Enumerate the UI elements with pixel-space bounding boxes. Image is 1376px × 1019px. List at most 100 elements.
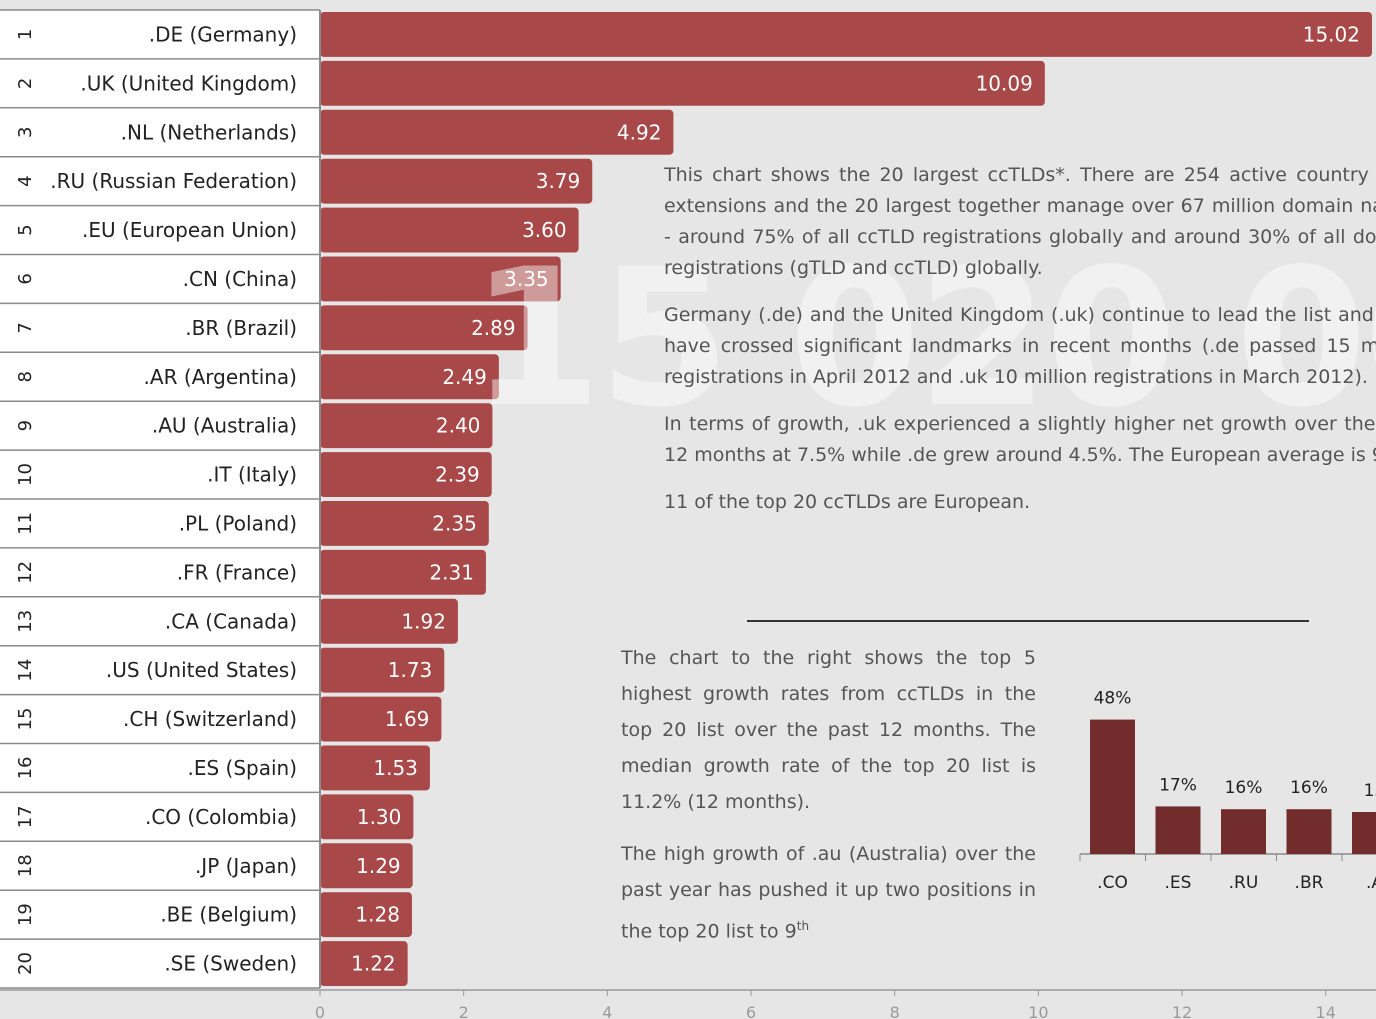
- watermark-text: 15 020 00: [470, 228, 1376, 449]
- rank-label: 15: [15, 708, 36, 731]
- growth-value-label: 48%: [1094, 689, 1132, 709]
- bar-value-label: 3.35: [504, 267, 549, 291]
- bar-value-label: 2.39: [435, 463, 480, 487]
- bar-value-label: 3.60: [522, 218, 567, 242]
- data-bar: [320, 501, 489, 546]
- category-label: .AR (Argentina): [144, 365, 297, 389]
- rank-label: 1: [15, 29, 36, 40]
- chart-description: This chart shows the 20 largest ccTLDs*.…: [664, 160, 1376, 534]
- rank-label: 14: [15, 659, 36, 682]
- x-tick-label: 14: [1316, 1003, 1336, 1019]
- growth-value-label: 17%: [1159, 775, 1197, 795]
- category-label: .FR (France): [177, 560, 297, 584]
- growth-bar: [1090, 719, 1135, 854]
- category-label: .CN (China): [183, 267, 297, 291]
- bar-value-label: 3.79: [536, 169, 581, 193]
- rank-label: 4: [15, 175, 36, 186]
- ordinal-suffix: th: [796, 919, 810, 933]
- growth-paragraph-1: The chart to the right shows the top 5 h…: [621, 647, 1036, 813]
- description-paragraph-2: Germany (.de) and the United Kingdom (.u…: [664, 304, 1376, 388]
- category-label: .CO (Colombia): [145, 805, 297, 829]
- data-bar: [320, 647, 445, 693]
- data-bar: [320, 696, 442, 742]
- rank-label: 5: [15, 224, 36, 235]
- category-label: .CH (Switzerland): [123, 707, 297, 731]
- bar-value-label: 1.28: [355, 903, 400, 927]
- data-bar: [320, 892, 412, 938]
- category-label: .IT (Italy): [207, 463, 297, 487]
- x-tick-label: 8: [890, 1003, 900, 1019]
- category-label: .JP (Japan): [195, 854, 297, 878]
- section-divider: [747, 620, 1309, 622]
- growth-category-label: .CO: [1097, 873, 1128, 893]
- category-label: .ES (Spain): [187, 756, 297, 780]
- category-label: .DE (Germany): [149, 22, 297, 46]
- description-paragraph-1: This chart shows the 20 largest ccTLDs*.…: [664, 164, 1376, 279]
- category-label: .BE (Belgium): [160, 903, 297, 927]
- growth-description: The chart to the right shows the top 5 h…: [621, 640, 1036, 965]
- rank-label: 19: [15, 903, 36, 926]
- data-bar: [320, 403, 493, 449]
- growth-value-label: 15: [1364, 781, 1376, 801]
- category-label: .UK (United Kingdom): [80, 71, 297, 95]
- data-bar: [320, 549, 486, 595]
- bar-value-label: 1.22: [351, 952, 396, 976]
- data-bar: [320, 12, 1372, 57]
- rank-label: 2: [15, 78, 36, 89]
- data-bar: [320, 598, 458, 644]
- growth-value-label: 16%: [1225, 778, 1263, 798]
- description-paragraph-3: In terms of growth, .uk experienced a sl…: [664, 413, 1376, 466]
- growth-category-label: .A: [1366, 873, 1376, 893]
- growth-paragraph-2: The high growth of .au (Australia) over …: [621, 836, 1036, 949]
- category-label: .NL (Netherlands): [121, 120, 297, 144]
- category-label: .BR (Brazil): [185, 316, 297, 340]
- rank-label: 20: [15, 952, 36, 975]
- rank-label: 9: [15, 420, 36, 431]
- rank-label: 17: [15, 805, 36, 828]
- rank-label: 13: [15, 610, 36, 633]
- growth-paragraph-2-text: The high growth of .au (Australia) over …: [621, 843, 1036, 943]
- x-tick-label: 0: [315, 1003, 325, 1019]
- data-bar: [320, 60, 1045, 106]
- rank-label: 7: [15, 322, 36, 333]
- rank-label: 16: [15, 756, 36, 779]
- data-bar: [320, 843, 413, 889]
- bar-value-label: 2.40: [436, 414, 481, 438]
- growth-bar-chart: 48% .CO 17% .ES 16% .RU 16% .BR 15 .A: [1079, 689, 1376, 893]
- data-bar: [320, 941, 408, 986]
- data-bar: [320, 109, 674, 155]
- x-tick-label: 2: [459, 1003, 469, 1019]
- growth-category-label: .BR: [1295, 873, 1324, 893]
- category-label: .AU (Australia): [152, 414, 297, 438]
- bar-value-label: 10.09: [976, 71, 1033, 95]
- data-bar: [320, 452, 492, 497]
- growth-category-label: .ES: [1165, 873, 1192, 893]
- data-bar: [320, 207, 579, 253]
- rank-label: 18: [15, 854, 36, 877]
- data-bar: [320, 354, 499, 400]
- category-label: .EU (European Union): [82, 218, 297, 242]
- bar-value-label: 2.31: [429, 560, 474, 584]
- bar-value-label: 2.49: [442, 365, 487, 389]
- data-bar: [320, 158, 593, 204]
- growth-bar: [1286, 809, 1332, 854]
- category-label: .US (United States): [106, 658, 297, 682]
- bar-value-label: 4.92: [617, 120, 662, 144]
- bar-value-label: 1.30: [357, 805, 402, 829]
- description-paragraph-4: 11 of the top 20 ccTLDs are European.: [664, 491, 1031, 513]
- category-label: .RU (Russian Federation): [50, 169, 297, 193]
- rank-label: 3: [15, 127, 36, 138]
- data-bar: [320, 305, 528, 351]
- growth-bar: [1155, 806, 1201, 854]
- category-label: .SE (Sweden): [164, 952, 297, 976]
- growth-bar: [1352, 812, 1376, 854]
- bar-value-label: 15.02: [1303, 22, 1360, 46]
- bar-value-label: 1.73: [388, 658, 433, 682]
- rank-label: 8: [15, 371, 36, 382]
- growth-category-label: .RU: [1229, 873, 1259, 893]
- x-tick-label: 6: [746, 1003, 756, 1019]
- data-bar: [320, 794, 414, 840]
- rank-label: 12: [15, 561, 36, 584]
